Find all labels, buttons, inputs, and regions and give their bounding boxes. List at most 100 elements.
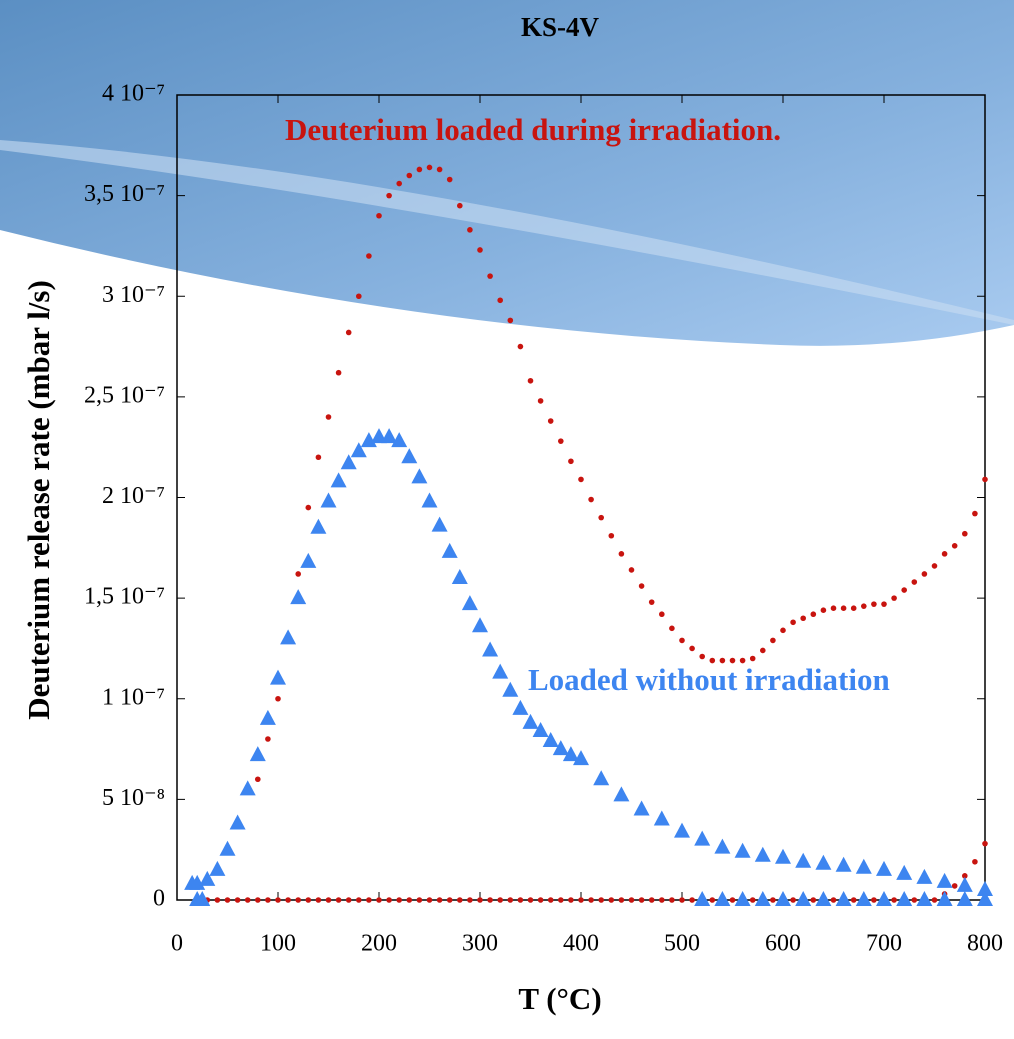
data-point — [916, 868, 933, 884]
data-point — [441, 542, 458, 558]
data-point — [315, 454, 322, 461]
data-point — [936, 891, 953, 906]
data-point — [497, 297, 504, 304]
x-tick-label: 400 — [563, 931, 599, 957]
data-point — [850, 605, 857, 611]
data-point — [749, 897, 756, 903]
x-tick-label: 200 — [361, 931, 397, 957]
data-point — [775, 848, 791, 864]
data-point — [714, 891, 731, 906]
y-tick-label: 0 — [153, 886, 165, 912]
data-point — [891, 595, 897, 601]
data-point — [547, 418, 554, 424]
data-point — [679, 637, 685, 644]
data-point — [770, 637, 776, 644]
data-point — [310, 518, 327, 534]
data-point — [189, 874, 206, 890]
data-point — [224, 897, 231, 903]
data-point — [275, 897, 281, 903]
data-point — [618, 897, 625, 903]
data-point — [830, 897, 837, 903]
data-point — [340, 454, 357, 470]
data-point — [876, 860, 892, 876]
data-point — [653, 810, 670, 826]
data-point — [810, 611, 817, 618]
data-point — [936, 872, 953, 888]
data-point — [613, 786, 630, 802]
data-point — [244, 897, 251, 903]
data-point — [835, 891, 852, 906]
data-point — [265, 736, 271, 742]
data-point — [754, 891, 771, 906]
data-point — [234, 897, 241, 903]
data-point — [527, 377, 534, 384]
data-point — [790, 619, 796, 626]
data-point — [628, 567, 635, 573]
data-point — [345, 897, 352, 903]
data-point — [931, 897, 938, 903]
data-point — [977, 880, 993, 896]
annotation: Deuterium loaded during irradiation. — [285, 112, 781, 147]
data-point — [578, 897, 584, 903]
data-point — [487, 273, 493, 279]
x-tick-label: 0 — [171, 931, 183, 957]
data-point — [482, 641, 499, 657]
data-point — [951, 883, 958, 889]
y-tick-label: 3 10⁻⁷ — [102, 282, 165, 308]
data-point — [426, 897, 433, 903]
data-point — [477, 247, 483, 253]
data-point — [800, 615, 806, 622]
data-point — [754, 846, 771, 862]
y-tick-label: 1 10⁻⁷ — [102, 684, 165, 710]
chart-title: KS-4V — [521, 12, 600, 42]
data-point — [345, 329, 352, 336]
data-point — [618, 551, 625, 557]
data-point — [850, 897, 857, 903]
y-tick-label: 2 10⁻⁷ — [102, 483, 165, 509]
data-point — [830, 605, 837, 611]
data-point — [638, 583, 645, 589]
data-point — [709, 657, 716, 664]
data-point — [305, 504, 312, 511]
data-point — [562, 746, 579, 762]
data-point — [972, 510, 978, 517]
data-point — [780, 627, 786, 634]
data-point — [290, 589, 307, 605]
data-point — [674, 822, 690, 838]
data-point — [608, 532, 615, 539]
data-point — [659, 897, 665, 903]
data-point — [537, 897, 544, 903]
data-point — [719, 657, 726, 664]
data-point — [593, 770, 610, 786]
data-point — [628, 897, 635, 903]
data-point — [638, 897, 645, 903]
data-point — [376, 897, 382, 903]
data-point — [558, 897, 564, 903]
data-point — [270, 669, 286, 685]
data-point — [467, 227, 473, 233]
data-point — [694, 891, 711, 906]
data-point — [285, 897, 291, 903]
data-point — [472, 617, 488, 633]
data-point — [977, 891, 993, 906]
data-point — [840, 605, 847, 611]
data-point — [896, 891, 913, 906]
data-point — [376, 212, 382, 219]
data-point — [295, 897, 302, 903]
data-point — [537, 398, 544, 404]
data-point — [411, 468, 428, 484]
x-tick-label: 600 — [765, 931, 801, 957]
data-point — [431, 516, 448, 532]
x-tick-label: 300 — [462, 931, 498, 957]
data-point — [835, 856, 852, 872]
data-point — [360, 432, 377, 448]
data-point — [527, 897, 534, 903]
data-point — [512, 699, 529, 715]
data-point — [578, 476, 584, 483]
x-tick-label: 700 — [866, 931, 902, 957]
data-point — [229, 814, 246, 830]
data-point — [199, 870, 216, 886]
data-point — [436, 166, 443, 173]
data-point — [749, 655, 756, 662]
data-point — [451, 569, 468, 584]
